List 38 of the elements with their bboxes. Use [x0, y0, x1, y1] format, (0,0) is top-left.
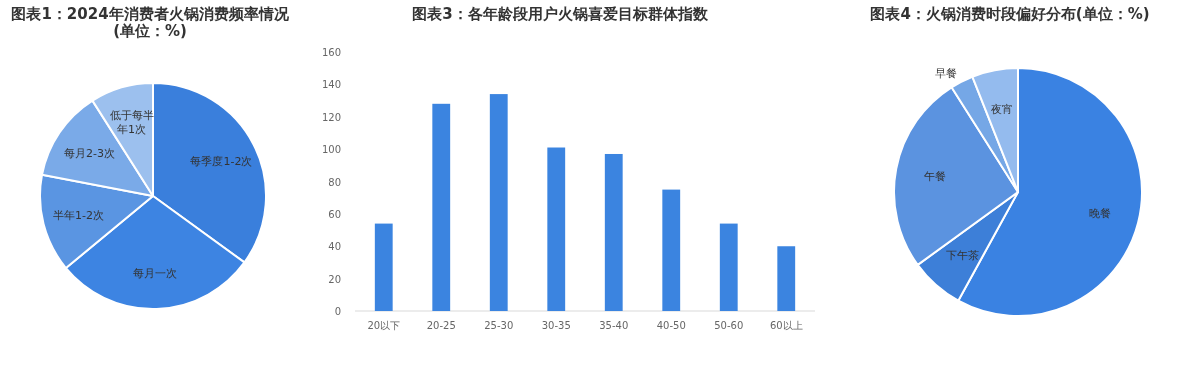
- y-tick-label: 40: [328, 241, 341, 253]
- bar: [777, 246, 796, 311]
- x-tick-label: 40-50: [656, 320, 686, 331]
- bar: [489, 94, 508, 311]
- chart-title: 图表3：各年龄段用户火锅喜爱目标群体指数: [411, 5, 709, 23]
- x-tick-label: 60以上: [769, 320, 803, 331]
- x-tick-label: 30-35: [541, 320, 571, 331]
- y-tick-label: 120: [321, 111, 341, 123]
- slice-label: 晚餐: [1088, 206, 1111, 220]
- slice-label: 每月一次: [133, 266, 178, 280]
- slice-label: 早餐: [935, 66, 958, 80]
- slice-label: 午餐: [924, 170, 947, 184]
- x-tick-label: 35-40: [599, 320, 629, 331]
- bar: [374, 223, 393, 311]
- y-tick-label: 20: [328, 273, 341, 285]
- chart-title: 图表4：火锅消费时段偏好分布(单位：%): [869, 5, 1151, 23]
- y-tick-label: 140: [321, 79, 341, 91]
- x-tick-label: 25-30: [484, 320, 514, 331]
- slice-label: 下午茶: [945, 249, 979, 263]
- y-tick-label: 80: [328, 176, 341, 188]
- bar: [432, 103, 451, 311]
- chart-title: 图表1：2024年消费者火锅消费频率情况(单位：%): [10, 5, 290, 40]
- bar: [662, 189, 681, 311]
- y-tick-label: 0: [334, 306, 341, 317]
- slice-label: 每季度1-2次: [190, 155, 253, 169]
- x-tick-label: 20-25: [426, 320, 456, 331]
- y-tick-label: 160: [321, 47, 341, 58]
- bar: [719, 223, 738, 311]
- x-tick-label: 50-60: [714, 320, 744, 331]
- slice-label: 夜宵: [991, 103, 1014, 117]
- y-tick-label: 100: [321, 144, 341, 156]
- x-tick-label: 20以下: [367, 320, 401, 331]
- y-tick-label: 60: [328, 208, 341, 220]
- bar: [547, 147, 566, 311]
- bar: [604, 153, 623, 311]
- slice-label: 半年1-2次: [53, 209, 105, 223]
- slice-label: 每月2-3次: [63, 146, 115, 160]
- slice-label: 低于每半年1次: [109, 109, 154, 137]
